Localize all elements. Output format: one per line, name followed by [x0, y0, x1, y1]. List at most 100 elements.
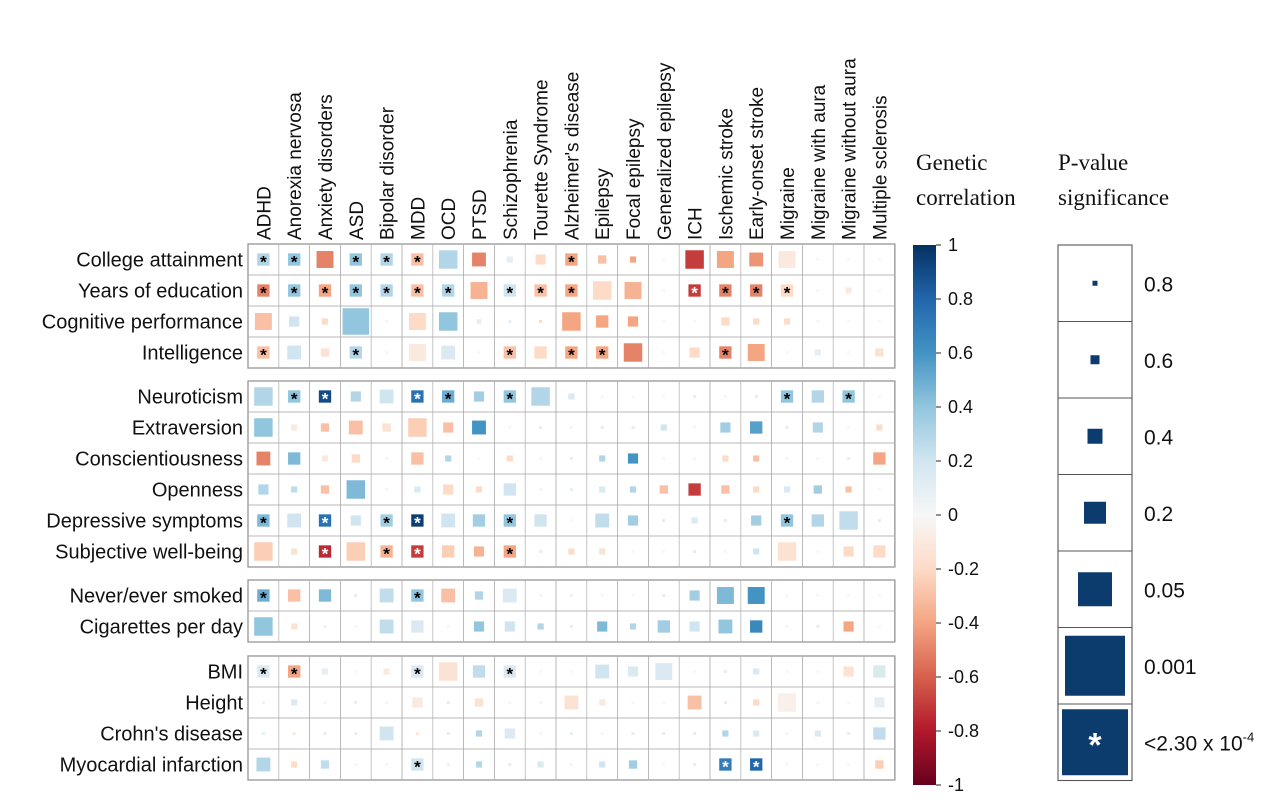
correlation-square [539, 731, 543, 736]
column-label: Migraine [778, 167, 799, 240]
correlation-square [446, 700, 450, 705]
colorbar-tick-label: -1 [948, 775, 964, 795]
correlation-square [470, 282, 488, 299]
correlation-square [662, 700, 666, 705]
correlation-square [443, 484, 454, 495]
significance-star: * [753, 284, 760, 303]
significance-star: * [260, 514, 267, 533]
correlation-square [662, 350, 666, 355]
correlation-square [288, 665, 301, 678]
correlation-square [508, 762, 512, 767]
correlation-square [753, 548, 760, 555]
significance-star: * [383, 253, 390, 272]
correlation-square [778, 251, 796, 268]
correlation-square [814, 730, 821, 737]
significance-star: * [352, 253, 359, 272]
cell-frame [863, 748, 896, 781]
correlation-square [662, 731, 666, 736]
significance-star: * [414, 390, 421, 409]
row-group: * * * * * * * * * * * * * * * * * [247, 380, 896, 568]
correlation-square [847, 700, 851, 705]
correlation-square [631, 425, 635, 430]
correlation-square [257, 665, 270, 678]
correlation-square [318, 284, 332, 297]
correlation-square [721, 317, 730, 326]
significance-star: * [414, 758, 421, 777]
correlation-square [847, 762, 851, 767]
correlation-square [785, 593, 789, 598]
correlation-square [446, 624, 450, 629]
correlation-square [662, 394, 666, 399]
significance-star: * [784, 390, 791, 409]
column-label: ADHD [254, 186, 275, 240]
correlation-square [411, 253, 424, 266]
significance-star: * [568, 284, 575, 303]
row-label: Openness [152, 480, 243, 502]
correlation-square [780, 514, 794, 527]
significance-star: * [599, 346, 606, 365]
significance-star: * [291, 253, 298, 272]
correlation-square [723, 549, 727, 554]
correlation-square [446, 762, 450, 767]
correlation-square [442, 390, 455, 403]
correlation-square [842, 390, 855, 403]
colorbar-tick-label: -0.6 [948, 667, 979, 687]
correlation-square [383, 668, 390, 675]
column-label: OCD [439, 198, 460, 240]
significance-star: * [568, 346, 575, 365]
correlation-square [379, 389, 394, 404]
row-label: Cognitive performance [42, 312, 243, 334]
significance-star: * [784, 514, 791, 533]
pvalue-legend-square [1084, 501, 1106, 524]
correlation-square [257, 589, 270, 602]
correlation-square [599, 699, 606, 706]
correlation-square [438, 662, 458, 681]
row-label: Conscientiousness [75, 449, 243, 471]
significance-star: * [845, 390, 852, 409]
row-group: * * * * * * * [247, 655, 896, 781]
significance-star: * [414, 284, 421, 303]
colorbar-tick-label: 0.8 [948, 289, 973, 309]
correlation-square [291, 486, 298, 493]
significance-star: * [537, 284, 544, 303]
significance-star: * [506, 346, 513, 365]
colorbar-tick-label: 0 [948, 505, 958, 525]
significance-star: * [260, 589, 267, 608]
row-label: Intelligence [142, 343, 243, 365]
correlation-square [537, 761, 544, 768]
correlation-square [688, 284, 701, 297]
correlation-square [693, 669, 697, 674]
correlation-square [721, 485, 730, 494]
cell-frame [863, 610, 896, 643]
correlation-square [811, 390, 824, 403]
correlation-square [438, 312, 458, 331]
heatmap-cells: * * * * * ** * * * * * * * * * * * * ** * * * * ** * * * * * ** * * * * **… [247, 243, 896, 781]
correlation-square [508, 319, 512, 324]
correlation-square [257, 514, 270, 527]
significance-star: * [506, 284, 513, 303]
correlation-square [816, 456, 820, 461]
correlation-square [627, 316, 639, 327]
correlation-square [785, 731, 789, 736]
correlation-square [257, 346, 270, 359]
correlation-square [847, 319, 851, 324]
correlation-square [472, 420, 486, 435]
correlation-square [688, 483, 701, 496]
correlation-square [408, 313, 426, 330]
correlation-square [780, 284, 794, 297]
correlation-square [291, 424, 298, 431]
correlation-square [662, 257, 666, 262]
correlation-square [354, 593, 358, 598]
correlation-square [477, 456, 481, 461]
correlation-square [875, 348, 884, 357]
column-label: Ischemic stroke [716, 108, 737, 240]
correlation-square [685, 250, 704, 269]
correlation-square [354, 669, 358, 674]
correlation-square [569, 518, 573, 523]
correlation-square [564, 695, 579, 710]
correlation-square [292, 731, 296, 736]
correlation-square [877, 487, 881, 492]
correlation-square [442, 284, 455, 297]
correlation-square [261, 731, 265, 736]
correlation-square [569, 487, 573, 492]
